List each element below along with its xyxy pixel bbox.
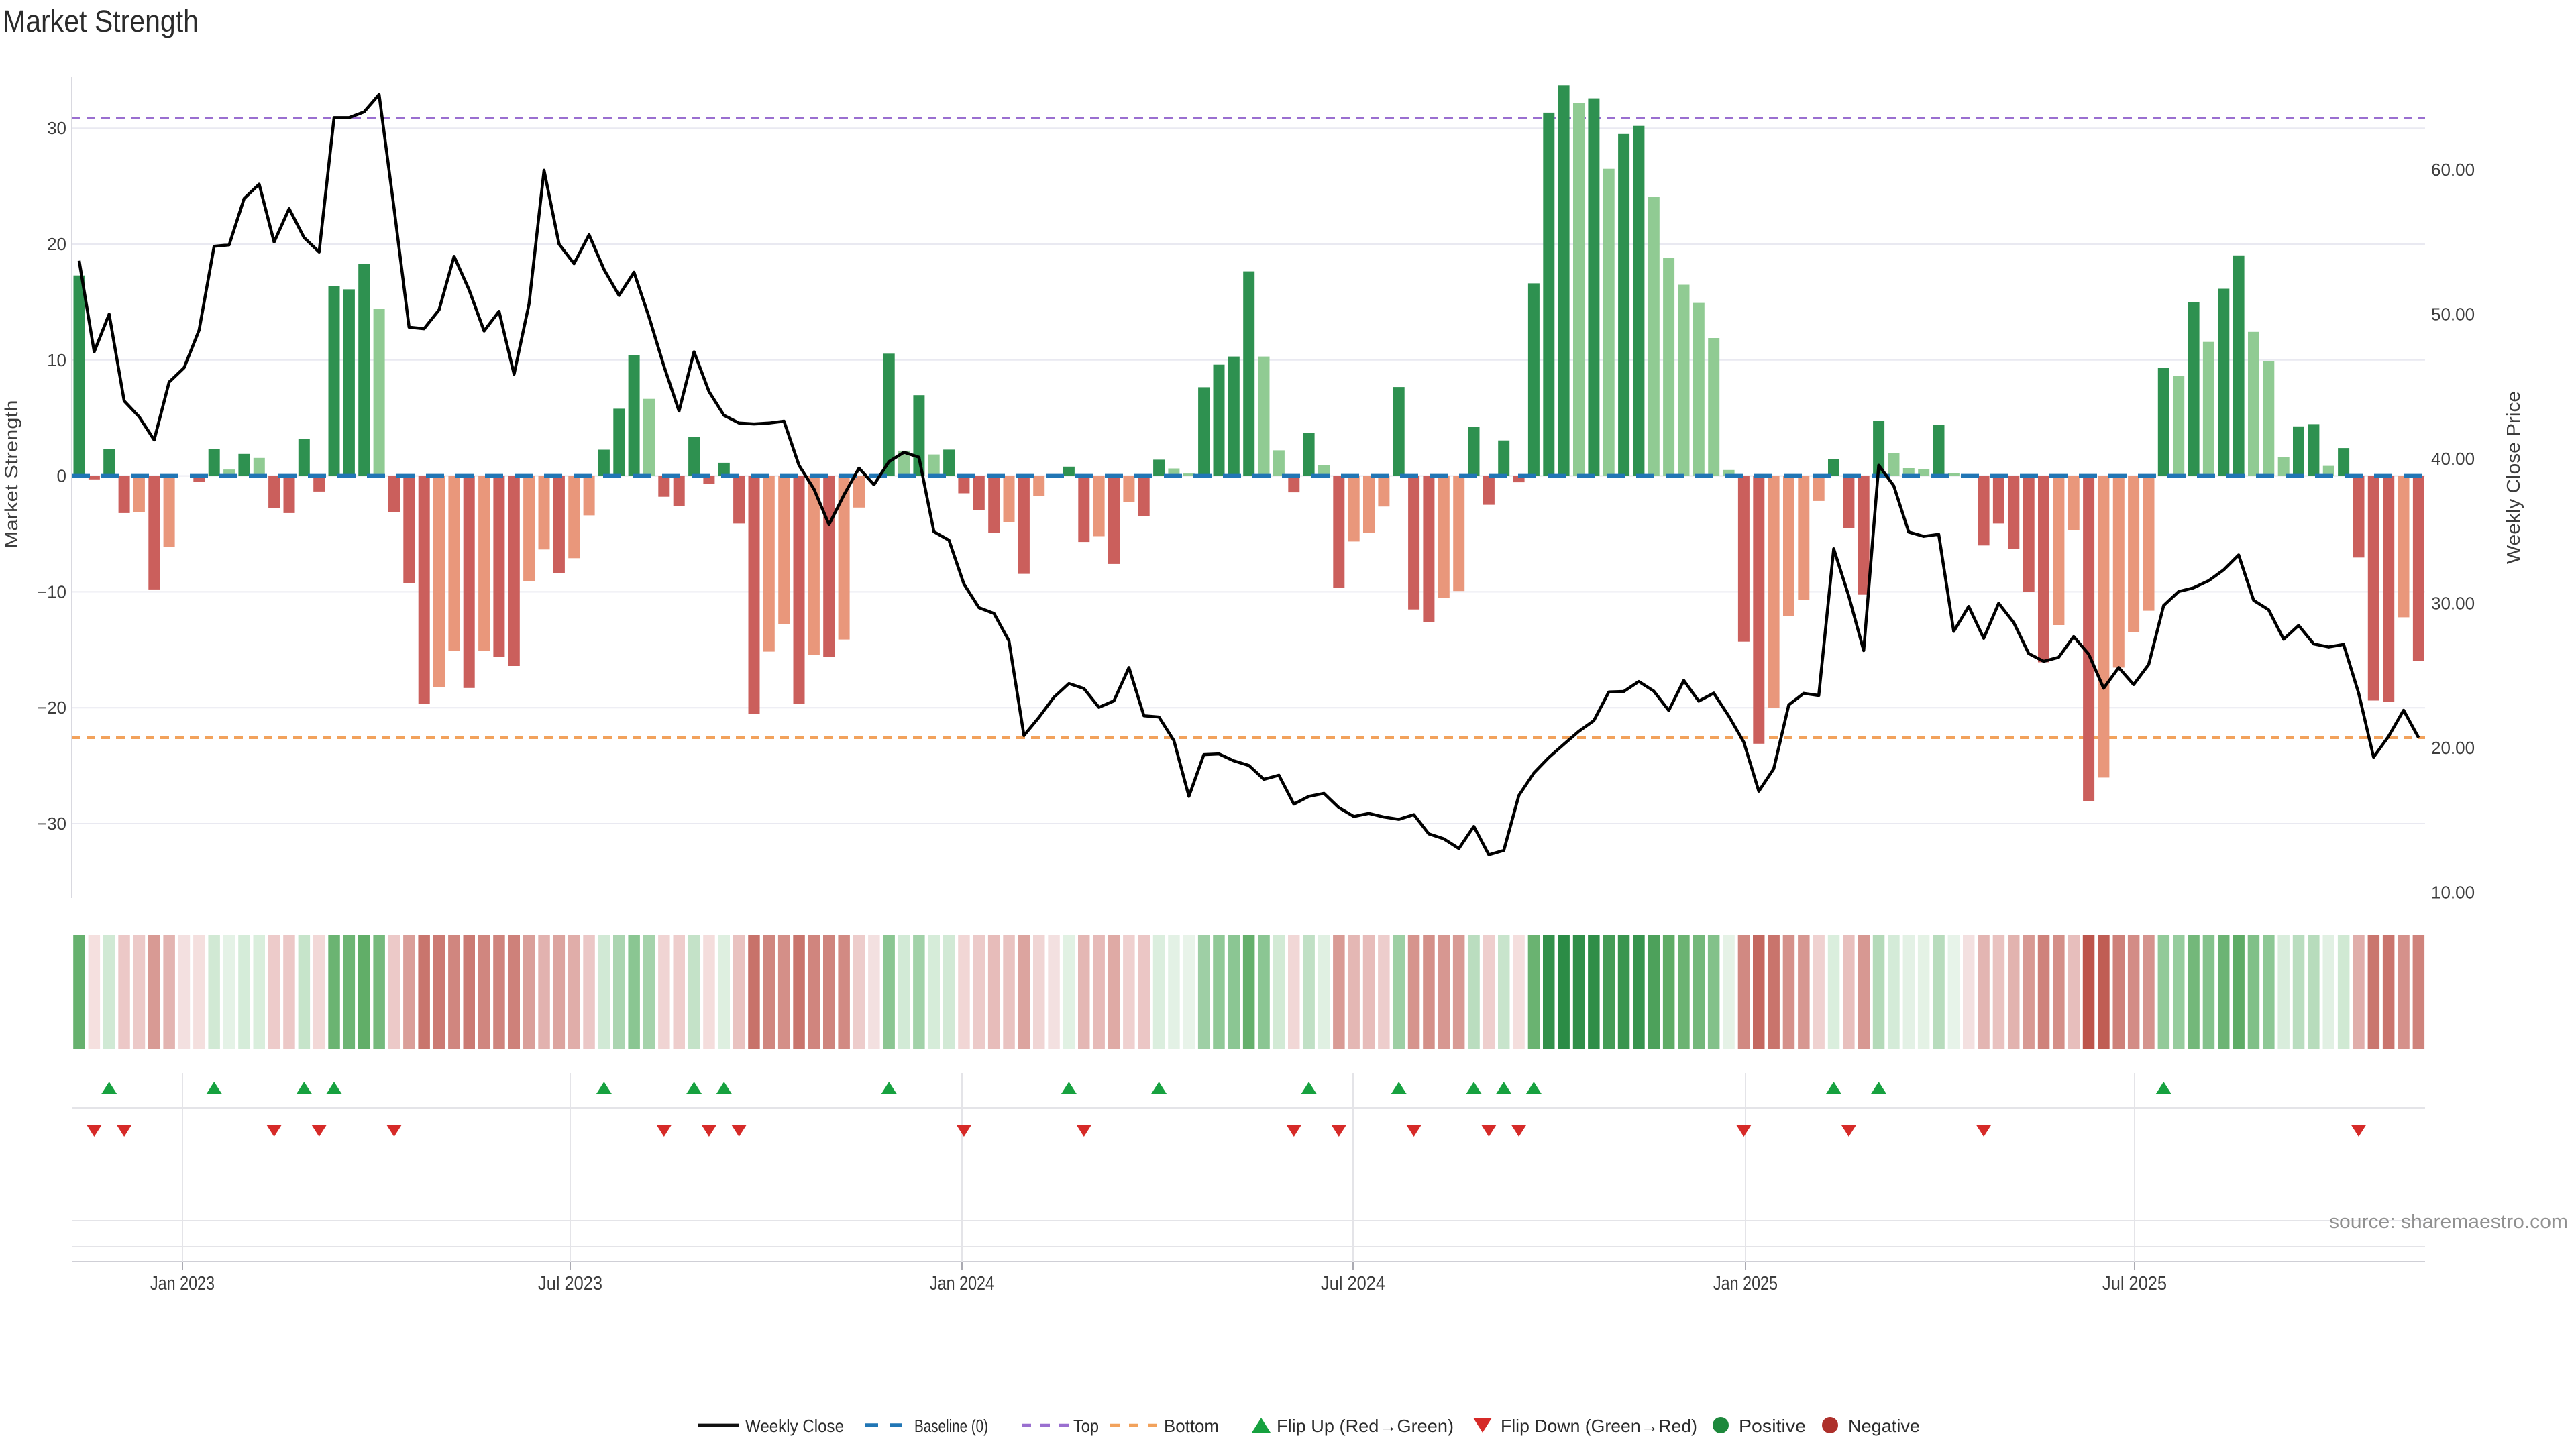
svg-text:Jul 2025: Jul 2025 xyxy=(2102,1273,2167,1294)
svg-text:30: 30 xyxy=(47,118,66,138)
svg-text:Bottom: Bottom xyxy=(1164,1416,1219,1436)
svg-text:30.00: 30.00 xyxy=(2431,594,2475,614)
svg-text:Positive: Positive xyxy=(1739,1416,1806,1436)
svg-text:Flip Up (Red→Green): Flip Up (Red→Green) xyxy=(1277,1416,1454,1436)
svg-text:−10: −10 xyxy=(37,581,66,602)
svg-text:Flip Down (Green→Red): Flip Down (Green→Red) xyxy=(1501,1416,1697,1436)
svg-text:20: 20 xyxy=(47,234,66,254)
svg-text:Market Strength: Market Strength xyxy=(1,400,21,549)
svg-text:Jan 2023: Jan 2023 xyxy=(150,1273,215,1294)
svg-text:0: 0 xyxy=(57,466,66,486)
svg-text:Jan 2025: Jan 2025 xyxy=(1713,1273,1778,1294)
svg-text:Weekly Close Price: Weekly Close Price xyxy=(2503,391,2524,564)
svg-text:20.00: 20.00 xyxy=(2431,738,2475,758)
svg-text:Baseline (0): Baseline (0) xyxy=(914,1416,988,1436)
svg-text:Jan 2024: Jan 2024 xyxy=(930,1273,994,1294)
svg-text:−30: −30 xyxy=(37,814,66,834)
svg-text:−20: −20 xyxy=(37,697,66,718)
svg-text:Top: Top xyxy=(1073,1416,1099,1436)
svg-text:Market Strength: Market Strength xyxy=(3,4,199,38)
svg-text:Weekly Close: Weekly Close xyxy=(745,1416,844,1436)
svg-text:50.00: 50.00 xyxy=(2431,304,2475,325)
svg-text:Jul 2024: Jul 2024 xyxy=(1321,1273,1385,1294)
svg-text:60.00: 60.00 xyxy=(2431,160,2475,180)
svg-text:10: 10 xyxy=(47,350,66,370)
svg-text:Negative: Negative xyxy=(1848,1416,1920,1436)
svg-text:source: sharemaestro.com: source: sharemaestro.com xyxy=(2329,1211,2568,1233)
svg-text:Jul 2023: Jul 2023 xyxy=(538,1273,602,1294)
svg-text:40.00: 40.00 xyxy=(2431,449,2475,469)
svg-text:10.00: 10.00 xyxy=(2431,883,2475,903)
